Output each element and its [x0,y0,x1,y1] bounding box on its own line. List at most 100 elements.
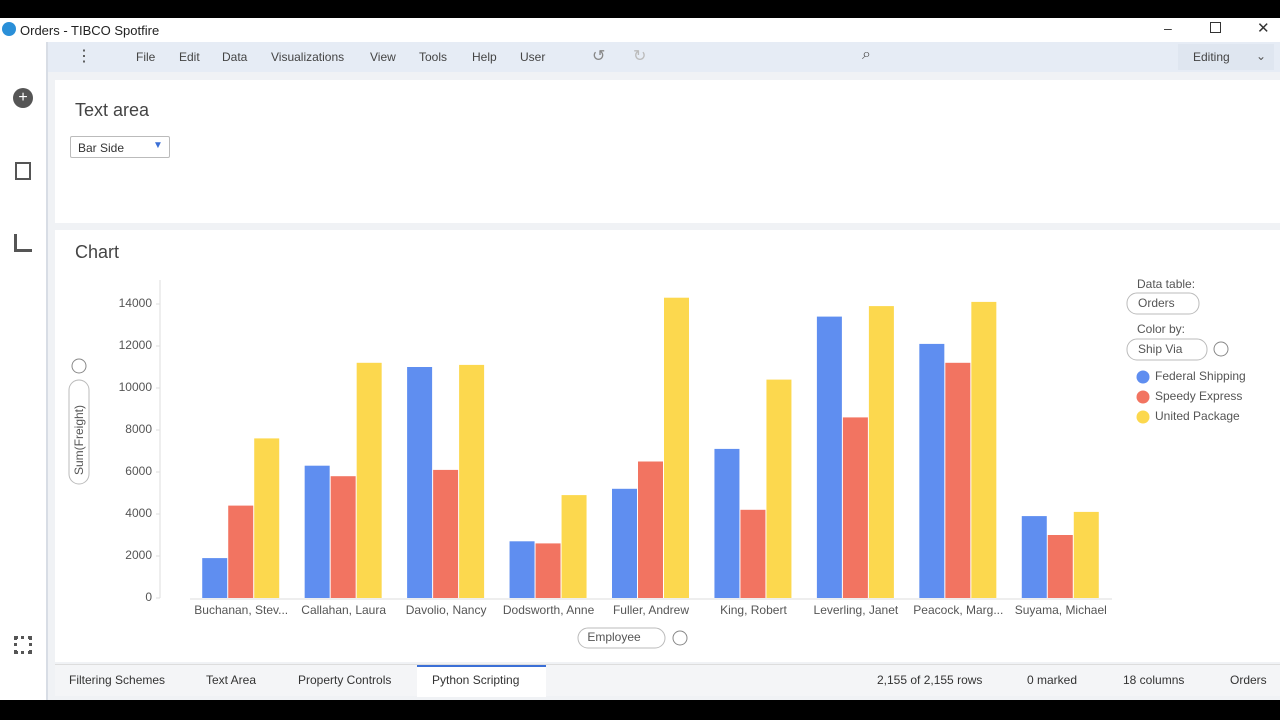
bar [535,543,561,598]
bar [868,306,894,598]
add-icon[interactable]: + [13,88,33,108]
menu-item[interactable]: Data [222,50,248,64]
bar [356,362,382,598]
status: 18 columns [1123,673,1185,687]
color-box[interactable] [1126,338,1208,361]
color-add[interactable] [1213,341,1229,357]
legend-swatch [1136,410,1150,424]
legend-label: Data table: [1137,277,1195,291]
search[interactable]: ⌕ [862,46,871,63]
bar [202,558,228,598]
menu-item[interactable]: Tools [419,50,448,64]
status: Orders [1230,673,1267,687]
bottom-strip [0,700,1280,720]
flow-icon[interactable] [14,636,32,654]
status: 2,155 of 2,155 rows [877,673,983,687]
restore[interactable] [1210,22,1221,33]
top-strip [0,0,1280,18]
x-tick-label: King, Robert [720,603,787,617]
dropdown[interactable]: Bar Side ▼ [70,136,170,158]
x-tick-label: Callahan, Laura [301,603,386,617]
y-tick-label: 4000 [125,506,152,520]
x-tick-label: Buchanan, Stev... [194,603,288,617]
bar [459,364,485,598]
color-by[interactable]: Ship Via [1138,342,1183,356]
y-tick-label: 14000 [119,296,153,310]
table-box[interactable] [1126,292,1200,315]
x-tick-label: Dodsworth, Anne [503,603,595,617]
bar [638,461,663,598]
bar [664,297,689,598]
app-icon [2,22,16,36]
tab[interactable]: Filtering Schemes [69,673,166,687]
legend-label: Federal Shipping [1155,369,1246,383]
data-table[interactable]: Orders [1138,296,1175,310]
chart-icon[interactable] [14,234,32,252]
menu-item[interactable]: Visualizations [271,50,345,64]
y-tick-label: 6000 [125,464,152,478]
tab-bar [55,664,1280,697]
bar [1073,511,1099,598]
legend-swatch [1136,390,1150,404]
legend-swatch [1136,370,1150,384]
text-area-panel: Text area Bar Side ▼ [55,80,1280,223]
close[interactable]: ✕ [1257,20,1270,37]
bar [330,476,356,598]
menu-item[interactable]: Edit [179,50,200,64]
panel-title: Text area [75,100,150,120]
y-add[interactable] [71,358,87,374]
dropdown-arrow[interactable]: ▼ [153,140,163,151]
y-label-box[interactable] [68,379,90,485]
window-title: Orders - TIBCO Spotfire [20,23,160,38]
x-add[interactable] [672,630,688,646]
y-tick-label: 12000 [119,338,153,352]
tab[interactable]: Property Controls [298,673,392,687]
x-tick-label: Leverling, Janet [814,603,899,617]
tab[interactable]: Text Area [206,673,257,687]
bar [919,343,945,598]
x-tick-label: Suyama, Michael [1015,603,1107,617]
x-tick-label: Fuller, Andrew [613,603,689,617]
tab[interactable]: Python Scripting [432,673,520,687]
legend-label: Color by: [1137,322,1185,336]
menu-bar [48,42,1280,72]
y-tick-label: 8000 [125,422,152,436]
bar [407,367,433,598]
bar [1047,535,1073,598]
y-tick-label: 10000 [119,380,153,394]
mode[interactable]: Editing [1193,50,1230,64]
bar [509,541,535,598]
redo[interactable]: ↻ [633,48,647,65]
menu-item[interactable]: User [520,50,546,64]
y-tick-label: 0 [145,590,152,604]
active-tab[interactable] [417,665,546,697]
pages-icon[interactable] [15,162,31,180]
minimize[interactable]: – [1164,20,1172,36]
status: 0 marked [1027,673,1078,687]
undo[interactable]: ↺ [592,48,606,65]
x-axis-label[interactable]: Employee [587,630,641,644]
y-axis-label[interactable]: Sum(Freight) [72,405,86,475]
mode-arrow[interactable]: ⌄ [1256,49,1267,63]
bar [561,495,587,598]
bar [842,417,868,598]
dropdown-value[interactable]: Bar Side [78,141,125,155]
menu-item[interactable]: Help [472,50,497,64]
bar [740,509,766,598]
x-tick-label: Davolio, Nancy [406,603,487,617]
mode-box[interactable] [1178,44,1274,70]
x-label-box[interactable] [577,627,666,649]
sidebar: + [0,42,48,700]
menu-item[interactable]: File [136,50,156,64]
menu-item[interactable]: View [370,50,396,64]
bar [304,465,330,598]
chart-title: Chart [75,242,119,262]
bar [228,505,254,598]
bar [971,301,997,598]
y-tick-label: 2000 [125,548,152,562]
more[interactable]: ⋮ [76,48,92,65]
title-bar: Orders - TIBCO Spotfire – ✕ [0,18,1280,42]
legend-label: Speedy Express [1155,389,1242,403]
